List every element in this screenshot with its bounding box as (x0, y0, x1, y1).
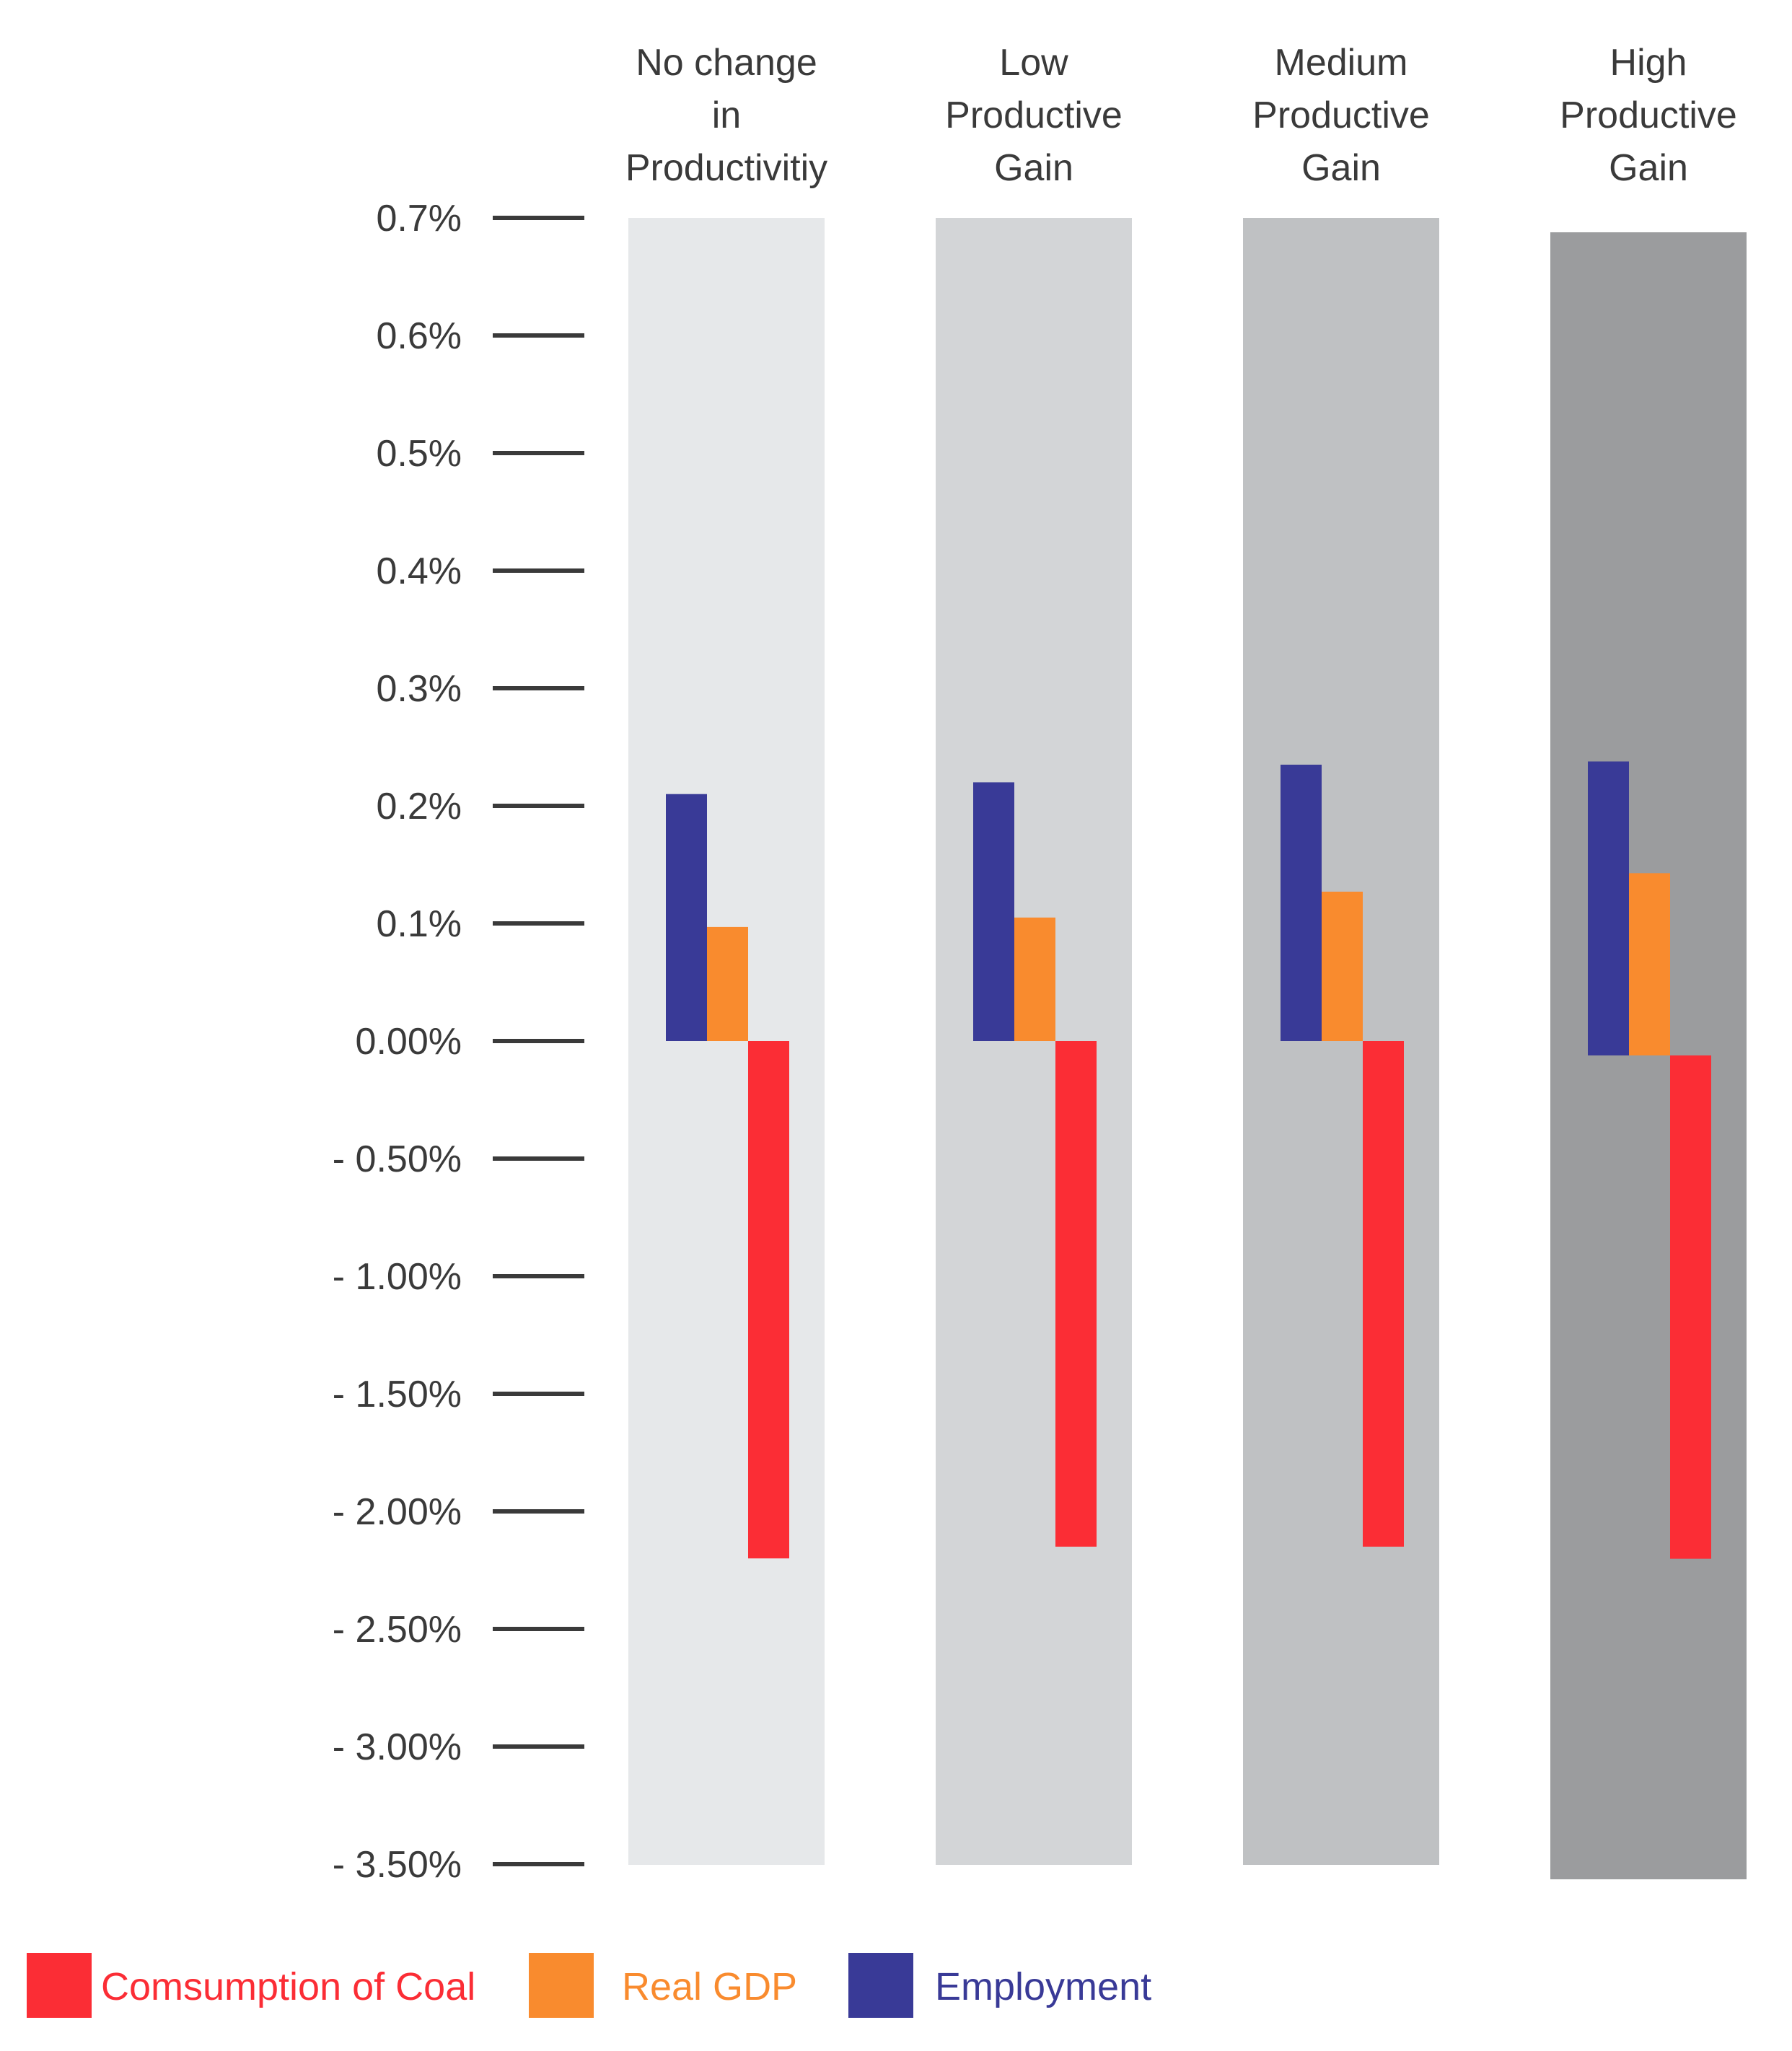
y-tick-label: - 3.50% (333, 1844, 462, 1886)
y-tick-label: - 1.50% (333, 1374, 462, 1415)
bar-consumption-of-coal (1363, 1041, 1404, 1547)
bar-employment (1588, 761, 1629, 1055)
bar-employment (1281, 764, 1322, 1041)
legend-label: Comsumption of Coal (101, 1965, 475, 2008)
bar-employment (973, 782, 1014, 1041)
legend-label: Employment (935, 1965, 1151, 2008)
legend-label: Real GDP (622, 1965, 797, 2008)
y-tick-label: - 2.50% (333, 1609, 462, 1651)
y-tick-label: 0.4% (376, 550, 462, 592)
bar-real-gdp (707, 926, 748, 1041)
legend-swatch (848, 1953, 913, 2018)
bars (666, 761, 1711, 1559)
category-band (628, 218, 825, 1865)
y-tick-label: - 2.00% (333, 1491, 462, 1533)
legend: Comsumption of Coal Real GDP Employment (27, 1953, 1151, 2018)
y-tick-label: - 0.50% (333, 1138, 462, 1180)
bar-employment (666, 794, 707, 1041)
category-band (1243, 218, 1439, 1865)
bar-consumption-of-coal (1055, 1041, 1097, 1547)
bar-real-gdp (1322, 891, 1363, 1041)
legend-item-consumption-of-coal: Comsumption of Coal (27, 1953, 475, 2018)
y-tick-label: 0.7% (376, 198, 462, 240)
category-label: High Productive Gain (1560, 42, 1737, 189)
legend-item-real-gdp: Real GDP (529, 1953, 797, 2018)
y-tick-label: 0.6% (376, 315, 462, 357)
y-tick-label: - 3.00% (333, 1726, 462, 1768)
bar-real-gdp (1014, 917, 1055, 1041)
y-tick-label: 0.5% (376, 433, 462, 475)
y-tick-label: 0.1% (376, 903, 462, 945)
category-bands (628, 218, 1747, 1879)
legend-item-employment: Employment (848, 1953, 1151, 2018)
bar-consumption-of-coal (748, 1041, 789, 1559)
y-tick-label: 0.2% (376, 786, 462, 827)
bar-real-gdp (1629, 873, 1670, 1055)
category-band (936, 218, 1132, 1865)
category-label: Low Productive Gain (945, 42, 1123, 189)
bar-consumption-of-coal (1670, 1055, 1711, 1559)
y-tick-label: 0.00% (356, 1021, 462, 1063)
legend-swatch (529, 1953, 594, 2018)
y-tick-label: - 1.00% (333, 1256, 462, 1298)
legend-swatch (27, 1953, 92, 2018)
category-label: Medium Productive Gain (1252, 42, 1430, 189)
category-labels: No change in Productivitiy Low Productive Gai… (625, 42, 1737, 189)
category-band (1550, 232, 1747, 1879)
category-label: No change in Productivitiy (625, 42, 827, 189)
y-tick-label: 0.3% (376, 668, 462, 710)
y-axis: 0.7% 0.6% 0.5% 0.4% 0.3% 0.2% 0.1% 0.00% - 0.50%… (333, 198, 584, 1886)
